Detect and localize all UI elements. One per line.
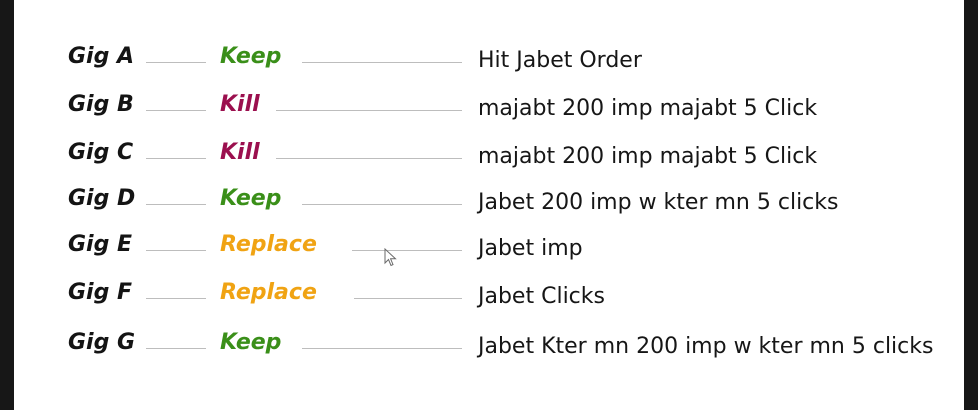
dash-line — [354, 298, 462, 299]
gig-description: Hit Jabet Order — [478, 48, 642, 73]
dash-line — [276, 158, 462, 159]
gig-label: Gig G — [68, 330, 136, 355]
gig-label: Gig E — [68, 232, 133, 257]
dash-line — [146, 110, 206, 111]
gig-description: majabt 200 imp majabt 5 Click — [478, 144, 818, 169]
gig-description: Jabet imp — [478, 236, 583, 261]
action-label: Replace — [220, 232, 317, 257]
mouse-pointer-icon — [384, 248, 397, 267]
document-page: Gig A Keep Hit Jabet Order Gig B Kill ma… — [14, 0, 964, 410]
gig-row: Gig A Keep Hit Jabet Order — [14, 40, 964, 76]
action-label: Keep — [220, 44, 282, 69]
dash-line — [146, 250, 206, 251]
gig-description: Jabet Kter mn 200 imp w kter mn 5 clicks — [478, 334, 934, 359]
gig-row: Gig F Replace Jabet Clicks — [14, 276, 964, 312]
action-label: Kill — [220, 140, 260, 165]
left-dark-border — [0, 0, 14, 410]
gig-description: majabt 200 imp majabt 5 Click — [478, 96, 818, 121]
dash-line — [302, 348, 462, 349]
gig-row: Gig G Keep Jabet Kter mn 200 imp w kter … — [14, 326, 964, 396]
dash-line — [352, 250, 462, 251]
action-label: Kill — [220, 92, 260, 117]
dash-line — [146, 62, 206, 63]
gig-description: Jabet 200 imp w kter mn 5 clicks — [478, 190, 839, 215]
dash-line — [146, 298, 206, 299]
dash-line — [146, 158, 206, 159]
dash-line — [146, 348, 206, 349]
gig-row: Gig C Kill majabt 200 imp majabt 5 Click — [14, 136, 964, 172]
gig-label: Gig A — [68, 44, 135, 69]
right-dark-border — [964, 0, 978, 410]
dash-line — [302, 62, 462, 63]
dash-line — [146, 204, 206, 205]
action-label: Replace — [220, 280, 317, 305]
gig-label: Gig D — [68, 186, 136, 211]
gig-row: Gig E Replace Jabet imp — [14, 228, 964, 264]
action-label: Keep — [220, 186, 282, 211]
dash-line — [302, 204, 462, 205]
gig-label: Gig B — [68, 92, 134, 117]
gig-description: Jabet Clicks — [478, 284, 605, 309]
gig-row: Gig D Keep Jabet 200 imp w kter mn 5 cli… — [14, 182, 964, 218]
gig-label: Gig C — [68, 140, 134, 165]
action-label: Keep — [220, 330, 282, 355]
gig-row: Gig B Kill majabt 200 imp majabt 5 Click — [14, 88, 964, 124]
dash-line — [276, 110, 462, 111]
gig-label: Gig F — [68, 280, 133, 305]
